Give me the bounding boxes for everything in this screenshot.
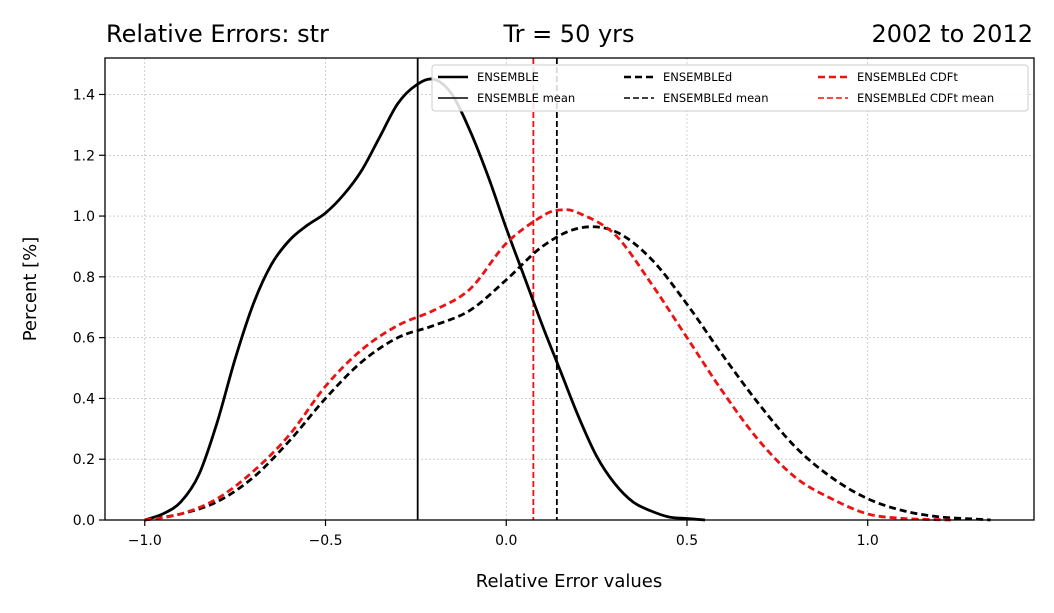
plot-frame [104, 57, 1035, 521]
y-tick-label: 1.0 [73, 209, 95, 225]
chart-title-right: 2002 to 2012 [871, 20, 1033, 48]
series-line [144, 225, 991, 522]
mean-lines [416, 58, 558, 520]
legend-label: ENSEMBLE mean [477, 91, 575, 105]
legend-label: ENSEMBLEd CDFt [857, 70, 958, 84]
grid [105, 58, 1034, 521]
x-tick-label: −0.5 [309, 533, 343, 549]
legend: ENSEMBLE ENSEMBLE mean ENSEMBLEd ENSEMBLEd … [431, 64, 1029, 112]
y-axis-label: Percent [%] [20, 237, 41, 342]
y-tick-label: 1.4 [73, 87, 95, 103]
axis-ticks: −1.0 −0.5 0.0 0.5 1.0 0.0 0.2 0.4 0.6 0.8 1.0 1.2 1.… [73, 87, 879, 549]
y-tick-label: 1.2 [73, 148, 95, 164]
legend-box [431, 64, 1029, 112]
series-lines [144, 77, 991, 522]
x-axis-label: Relative Error values [476, 571, 662, 592]
legend-label: ENSEMBLE [477, 70, 539, 84]
legend-label: ENSEMBLEd mean [663, 91, 769, 105]
y-tick-label: 0.4 [73, 391, 95, 407]
x-tick-label: 1.0 [857, 533, 879, 549]
chart-title-left: Relative Errors: str [106, 20, 329, 48]
y-tick-label: 0.0 [73, 513, 95, 529]
y-tick-label: 0.2 [73, 452, 95, 468]
series-line [144, 208, 951, 522]
x-tick-label: −1.0 [128, 533, 162, 549]
x-tick-label: 0.0 [495, 533, 517, 549]
y-tick-label: 0.8 [73, 270, 95, 286]
x-tick-label: 0.5 [676, 533, 698, 549]
chart-title-center: Tr = 50 yrs [502, 20, 634, 48]
series-line [144, 77, 706, 522]
legend-label: ENSEMBLEd CDFt mean [857, 91, 994, 105]
legend-label: ENSEMBLEd [663, 70, 732, 84]
y-tick-label: 0.6 [73, 331, 95, 347]
